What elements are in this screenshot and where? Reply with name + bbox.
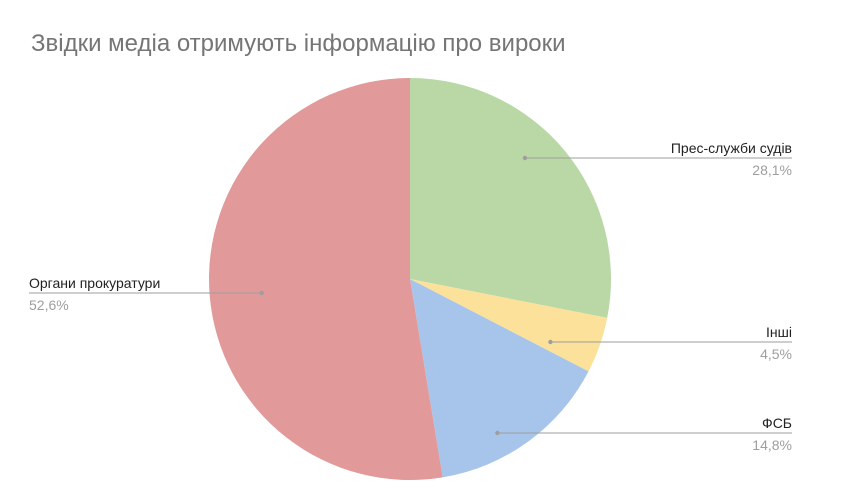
pie-slice [208,78,443,481]
slice-labels: Прес-служби судів 28,1% Інші 4,5% ФСБ 14,8% Ор… [29,140,792,453]
leader-dot [259,290,264,296]
pie-slices [208,78,611,481]
chart-title: Звідки медіа отримують інформацію про ви… [31,30,566,57]
slice-value-label: 28,1% [752,162,792,178]
slice-label: Інші [766,324,792,340]
slice-label: ФСБ [762,415,792,431]
leader-dot [522,155,528,161]
pie-slice [410,279,589,478]
pie-slice [410,279,608,372]
slice-value-label: 14,8% [752,437,792,453]
leader-dot [548,339,553,345]
pie-slice [410,78,611,318]
slice-label: Органи прокуратури [29,275,160,291]
slice-value-label: 4,5% [760,346,792,362]
leader-dot [495,430,500,436]
slice-label: Прес-служби судів [671,140,792,156]
slice-value-label: 52,6% [29,297,69,313]
